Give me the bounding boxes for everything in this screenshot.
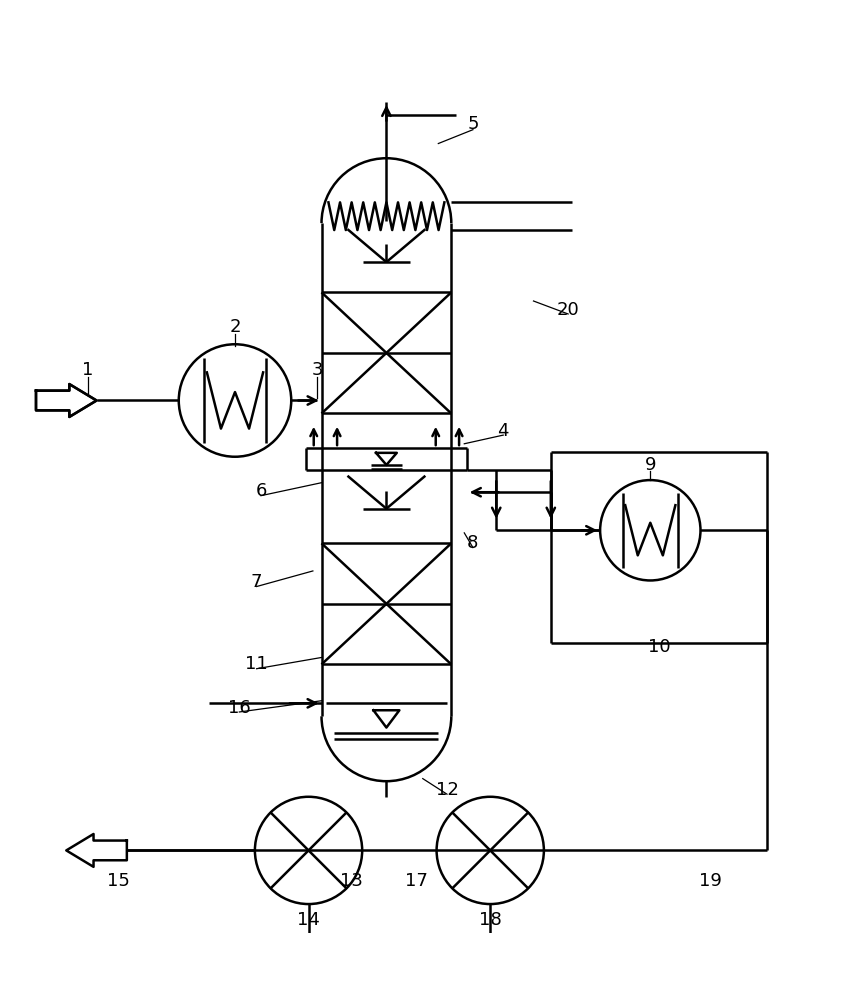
Text: 7: 7 [251,573,262,591]
Text: 3: 3 [312,361,323,379]
Text: 18: 18 [479,911,502,929]
Text: 14: 14 [297,911,320,929]
Text: 13: 13 [340,872,363,890]
Text: 20: 20 [556,301,580,319]
Text: 2: 2 [229,318,240,336]
Text: 19: 19 [700,872,722,890]
Text: 4: 4 [497,422,509,440]
Text: 10: 10 [648,638,670,656]
Polygon shape [66,834,127,867]
Text: 15: 15 [107,872,129,890]
Text: 5: 5 [467,115,478,133]
Text: 12: 12 [436,781,458,799]
Text: 6: 6 [255,482,266,500]
Text: 9: 9 [645,456,656,474]
Text: 1: 1 [82,361,94,379]
Text: 17: 17 [405,872,428,890]
Text: 8: 8 [467,534,478,552]
Text: 11: 11 [246,655,268,673]
Text: 16: 16 [228,699,251,717]
Polygon shape [36,384,96,417]
